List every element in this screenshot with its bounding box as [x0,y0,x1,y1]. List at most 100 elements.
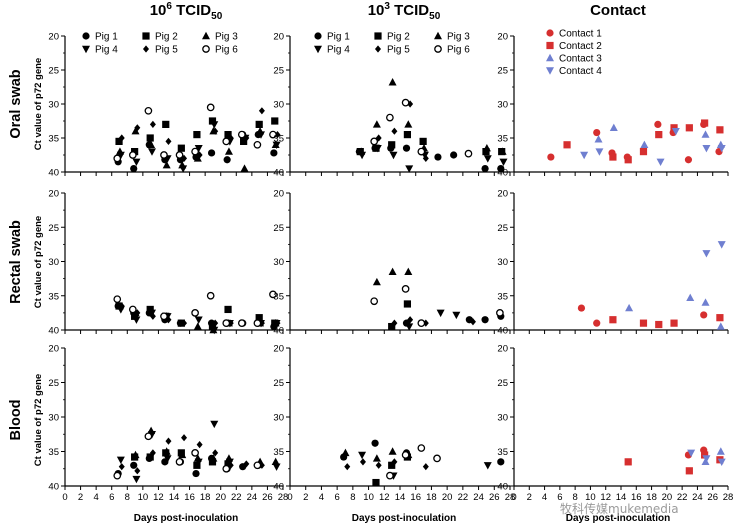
x-tick-label: 8 [125,492,130,503]
x-tick-label: 2 [527,492,532,503]
data-point [372,277,381,286]
data-point [193,154,202,162]
data-point [144,106,153,115]
data-point [594,135,603,143]
x-tick-label: 10 [585,492,596,503]
y-tick-label: 40 [273,482,284,493]
panel-oral-swab-contact: 20 25 30 35 40 [497,32,729,179]
data-point [422,463,429,471]
y-tick-label: 35 [48,447,59,458]
legend-marker-contact-3 [546,53,554,62]
data-point [194,145,203,153]
x-tick-label: 2 [303,492,308,503]
data-point [481,316,489,324]
data-point [452,311,461,320]
data-point [359,458,366,466]
series-pig-3 [341,447,413,462]
data-point [401,451,410,459]
series-pig-3 [357,78,507,155]
data-point [113,295,122,304]
x-tick-label: 6 [109,492,114,503]
data-point [685,467,693,475]
data-point [391,458,398,466]
x-tick-label: 16 [410,492,421,503]
data-point [162,120,170,128]
data-point [160,151,168,159]
data-point [388,267,397,275]
x-tick-label: 4 [93,492,98,503]
data-point [655,131,663,139]
data-point [609,123,618,131]
data-point [130,165,138,173]
data-point [717,145,726,153]
data-point [483,462,492,470]
data-point [639,319,648,327]
series-pig-5 [391,316,476,327]
data-point [271,457,280,466]
x-tick-label: 20 [215,492,226,503]
data-point [717,241,726,249]
data-point [146,305,154,314]
data-point [147,309,156,318]
legend-label-pig-3: Pig 3 [215,32,238,43]
x-tick-label: 14 [616,492,627,503]
data-point [370,297,379,306]
x-tick-label: 0 [62,492,67,503]
watermark: 牧科传媒mukemedia [560,501,679,516]
data-point [210,420,219,429]
data-point [210,326,219,335]
series-pig-4 [358,145,508,173]
data-point [208,322,217,331]
x-tick-label: 18 [426,492,437,503]
panel-oral-swab-10e6: 20 25 30 35 40 [48,32,284,179]
data-point [191,147,199,156]
data-point [196,441,203,449]
data-point [160,312,168,321]
data-point [436,309,445,318]
data-point [149,449,156,457]
data-point [181,319,188,327]
y-tick-label: 25 [497,378,508,389]
x-tick-label: 16 [184,492,195,503]
series-contact-3 [625,293,725,330]
y-axis-label-rectal: Ct value of p72 gene [33,216,44,308]
legend-marker-pig-4 [82,45,90,54]
data-point [372,120,381,128]
data-point [253,461,262,470]
data-point [128,151,137,159]
data-point [716,322,725,330]
data-point [341,448,350,457]
data-point [358,151,367,160]
legend-marker-pig-1 [314,32,322,40]
data-point [716,447,725,455]
data-point [224,305,232,314]
y-tick-label: 40 [273,326,284,337]
data-point [132,158,141,166]
data-point [404,267,413,275]
legend-label-pig-1: Pig 1 [327,32,350,43]
x-tick-label: 12 [153,492,164,503]
data-point [563,141,571,149]
row-title-rectal-swab: Rectal swab [8,220,24,304]
data-point [609,153,617,161]
series-contact-4 [580,128,726,166]
y-tick-label: 35 [497,291,508,302]
x-tick-label: 16 [631,492,642,503]
x-tick-label: 26 [262,492,273,503]
y-tick-label: 20 [497,32,508,43]
x-tick-label: 24 [247,492,258,503]
data-point [640,140,649,148]
panel-rectal-swab-10e6: 20 25 30 35 40 [48,189,284,337]
data-point [149,120,156,128]
y-tick-label: 25 [273,378,284,389]
series-pig-3 [372,267,413,286]
x-tick-label: 28 [505,492,516,503]
x-tick-label: 22 [458,492,469,503]
data-point [165,137,172,145]
data-point [702,455,711,463]
data-point [373,145,382,153]
y-tick-label: 30 [497,100,508,111]
series-pig-6 [386,444,441,480]
y-tick-label: 20 [273,344,284,355]
